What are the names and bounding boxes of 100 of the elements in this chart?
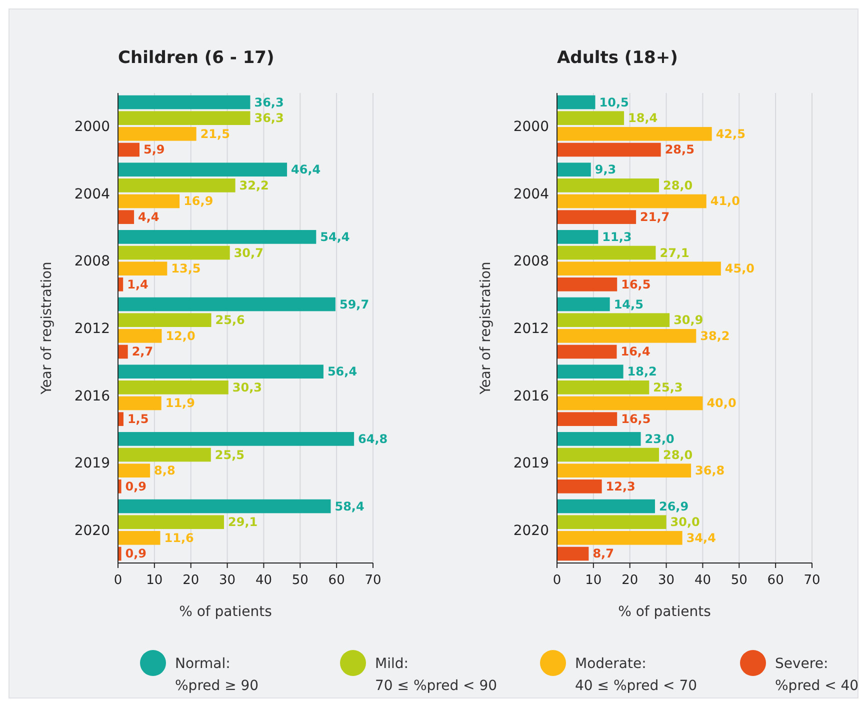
data-label: 28,0 bbox=[663, 178, 693, 192]
bar bbox=[557, 531, 682, 545]
data-label: 46,4 bbox=[291, 162, 321, 177]
x-tick-label: 0 bbox=[114, 573, 122, 588]
legend-label: Mild: 70 ≤ %pred < 90 bbox=[375, 656, 498, 694]
data-label: 0,9 bbox=[125, 479, 147, 494]
bar bbox=[118, 297, 336, 312]
bar bbox=[557, 499, 655, 514]
x-tick-label: 20 bbox=[622, 573, 638, 588]
x-tick-label: 40 bbox=[255, 573, 272, 588]
bar bbox=[118, 194, 180, 208]
data-label: 11,9 bbox=[165, 396, 195, 410]
bar bbox=[557, 111, 624, 125]
bar bbox=[557, 432, 641, 446]
y-tick-label: 2016 bbox=[513, 388, 550, 404]
bar bbox=[118, 499, 331, 514]
data-label: 16,4 bbox=[620, 344, 650, 359]
bar bbox=[118, 142, 140, 157]
data-label: 16,5 bbox=[621, 277, 651, 292]
bar bbox=[557, 396, 703, 410]
data-label: 42,5 bbox=[716, 126, 746, 141]
bar bbox=[118, 364, 324, 379]
data-label: 18,2 bbox=[627, 364, 657, 379]
x-tick-label: 30 bbox=[219, 573, 236, 588]
x-tick-label: 0 bbox=[552, 573, 562, 588]
bar bbox=[118, 412, 124, 426]
data-label: 36,8 bbox=[695, 464, 725, 478]
bar bbox=[557, 246, 656, 260]
bar bbox=[118, 313, 212, 327]
bar bbox=[118, 479, 122, 494]
bar bbox=[557, 448, 659, 462]
bar bbox=[557, 297, 610, 312]
data-label: 38,2 bbox=[700, 328, 730, 343]
data-label: 41,0 bbox=[710, 194, 740, 208]
bar bbox=[118, 448, 211, 462]
data-label: 23,0 bbox=[644, 432, 674, 446]
data-label: 10,5 bbox=[599, 95, 629, 110]
y-tick-label: 2016 bbox=[74, 388, 110, 404]
bar bbox=[557, 230, 598, 244]
bar bbox=[118, 380, 228, 394]
bar bbox=[557, 479, 602, 494]
chart-title: Children (6 - 17) bbox=[118, 48, 274, 68]
bar bbox=[557, 380, 650, 394]
data-label: 8,7 bbox=[592, 546, 614, 561]
y-axis-title: Year of registration bbox=[478, 262, 494, 396]
y-tick-label: 2012 bbox=[74, 321, 110, 337]
data-label: 12,3 bbox=[606, 479, 636, 494]
bar bbox=[557, 178, 659, 192]
data-label: 56,4 bbox=[327, 364, 358, 379]
data-label: 54,4 bbox=[320, 230, 350, 244]
y-tick-label: 2020 bbox=[74, 523, 110, 540]
data-label: 11,3 bbox=[602, 230, 632, 244]
bar bbox=[557, 515, 666, 530]
bar bbox=[557, 142, 661, 157]
data-label: 16,5 bbox=[621, 412, 651, 426]
data-label: 30,9 bbox=[674, 313, 704, 328]
data-label: 2,7 bbox=[132, 344, 154, 359]
bar bbox=[118, 95, 250, 110]
y-tick-label: 2020 bbox=[513, 523, 549, 540]
bar bbox=[557, 412, 618, 426]
y-tick-label: 2019 bbox=[513, 456, 549, 472]
data-label: 14,5 bbox=[614, 297, 644, 312]
bar bbox=[557, 313, 670, 327]
bar bbox=[118, 246, 230, 260]
data-label: 40,0 bbox=[706, 396, 736, 410]
x-tick-label: 10 bbox=[585, 573, 602, 588]
data-label: 28,0 bbox=[663, 448, 693, 462]
bar bbox=[118, 329, 162, 343]
data-label: 1,4 bbox=[127, 277, 148, 292]
x-tick-label: 70 bbox=[364, 573, 382, 588]
bar bbox=[557, 546, 589, 561]
x-tick-label: 50 bbox=[730, 573, 748, 588]
x-tick-label: 30 bbox=[658, 573, 675, 588]
bar bbox=[118, 432, 354, 446]
data-label: 8,8 bbox=[154, 464, 176, 478]
bar bbox=[118, 126, 196, 141]
legend-label: Severe: %pred < 40 bbox=[775, 656, 859, 694]
y-tick-label: 2008 bbox=[513, 254, 549, 270]
data-label: 21,7 bbox=[640, 210, 670, 224]
data-label: 30,7 bbox=[234, 246, 264, 260]
bar bbox=[118, 162, 288, 177]
data-label: 27,1 bbox=[660, 246, 690, 260]
data-label: 13,5 bbox=[171, 262, 201, 276]
data-label: 45,0 bbox=[724, 262, 755, 276]
data-label: 28,5 bbox=[664, 142, 694, 157]
bar bbox=[557, 329, 696, 343]
x-tick-label: 60 bbox=[767, 573, 784, 588]
y-tick-label: 2012 bbox=[513, 321, 549, 337]
data-label: 4,4 bbox=[138, 210, 160, 224]
bar bbox=[557, 464, 692, 478]
bar bbox=[118, 396, 162, 410]
x-tick-label: 50 bbox=[292, 573, 308, 588]
data-label: 30,3 bbox=[232, 380, 262, 394]
data-label: 36,3 bbox=[254, 95, 284, 110]
y-tick-label: 2004 bbox=[74, 186, 110, 202]
bar bbox=[557, 210, 636, 224]
y-tick-label: 2000 bbox=[513, 118, 549, 135]
bar bbox=[557, 364, 624, 379]
bar bbox=[118, 111, 250, 125]
bar bbox=[557, 344, 617, 359]
